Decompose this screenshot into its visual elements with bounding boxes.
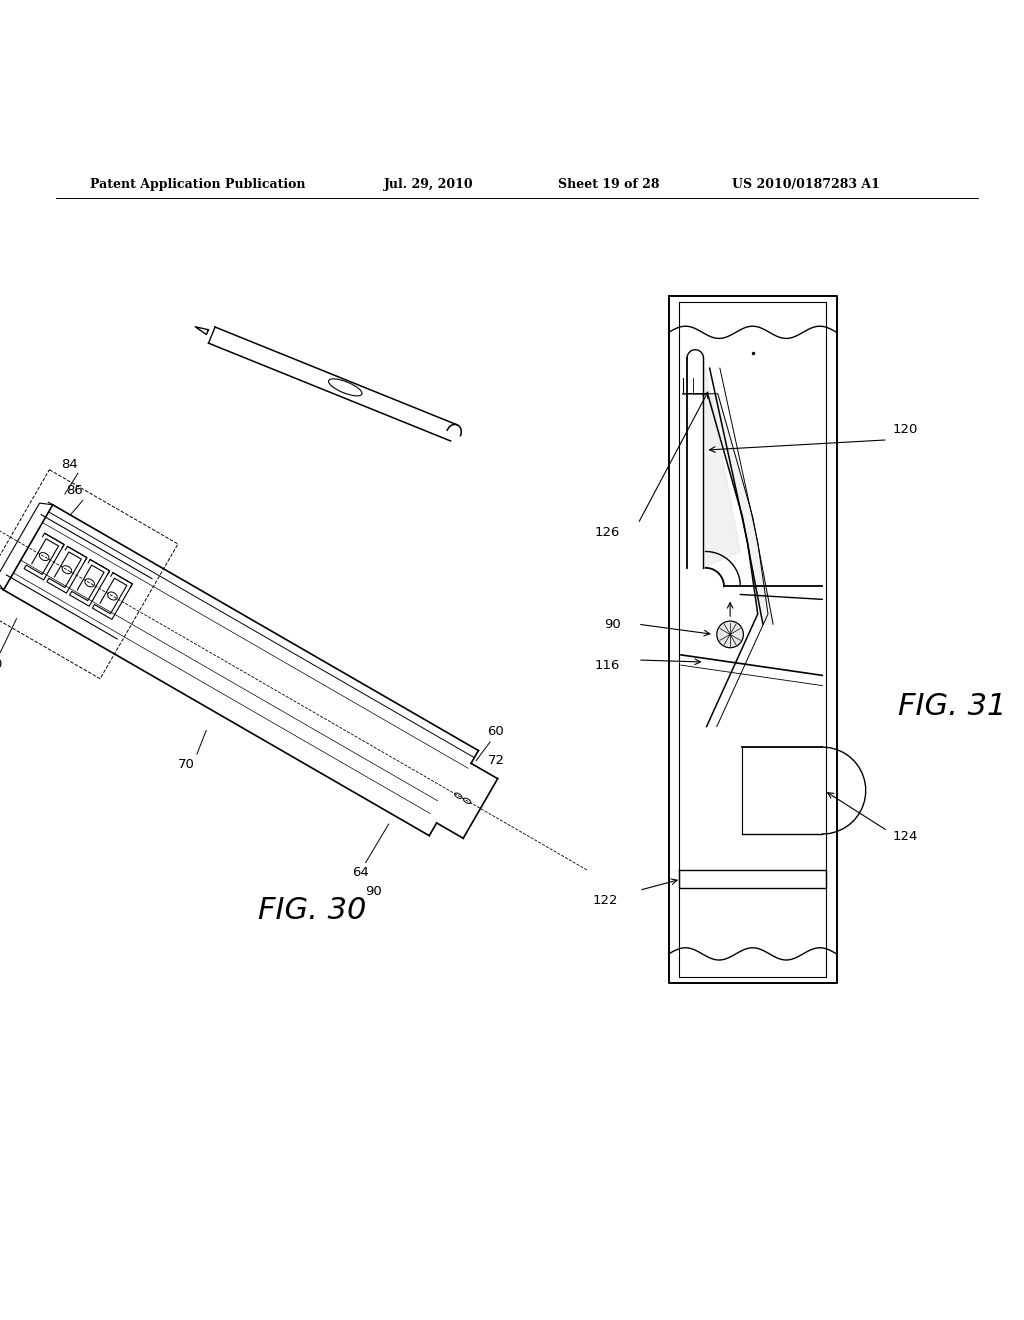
Text: 60: 60: [486, 725, 504, 738]
Text: FIG. 31: FIG. 31: [898, 692, 1007, 721]
Text: 116: 116: [595, 659, 620, 672]
Text: 70: 70: [178, 758, 196, 771]
Text: 86: 86: [67, 483, 83, 496]
Text: 120: 120: [0, 659, 3, 672]
Text: Jul. 29, 2010: Jul. 29, 2010: [384, 178, 474, 191]
Text: Patent Application Publication: Patent Application Publication: [90, 178, 305, 191]
Text: 120: 120: [893, 424, 919, 436]
Circle shape: [717, 622, 743, 648]
Text: 126: 126: [595, 525, 620, 539]
Text: 124: 124: [893, 830, 919, 842]
Polygon shape: [683, 393, 773, 624]
Text: 64: 64: [352, 866, 369, 879]
Text: 90: 90: [604, 618, 621, 631]
Text: 84: 84: [61, 458, 78, 471]
Text: FIG. 30: FIG. 30: [258, 895, 367, 924]
Text: Sheet 19 of 28: Sheet 19 of 28: [558, 178, 659, 191]
Text: 90: 90: [365, 886, 382, 899]
Text: 72: 72: [487, 754, 505, 767]
Polygon shape: [703, 358, 740, 568]
Text: US 2010/0187283 A1: US 2010/0187283 A1: [732, 178, 880, 191]
Text: 122: 122: [593, 894, 617, 907]
